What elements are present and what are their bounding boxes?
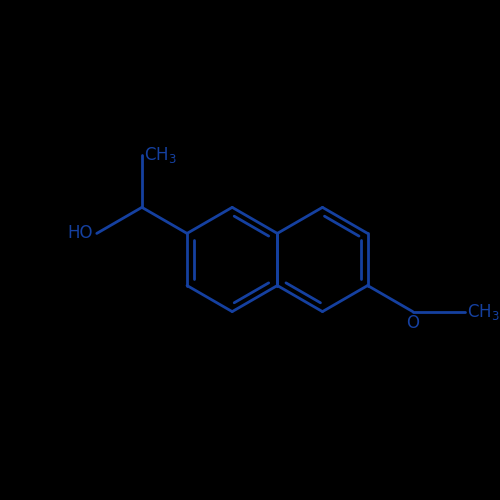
Text: O: O: [406, 314, 419, 332]
Text: CH$_3$: CH$_3$: [467, 302, 500, 322]
Text: CH$_3$: CH$_3$: [144, 145, 177, 165]
Text: HO: HO: [68, 224, 93, 242]
